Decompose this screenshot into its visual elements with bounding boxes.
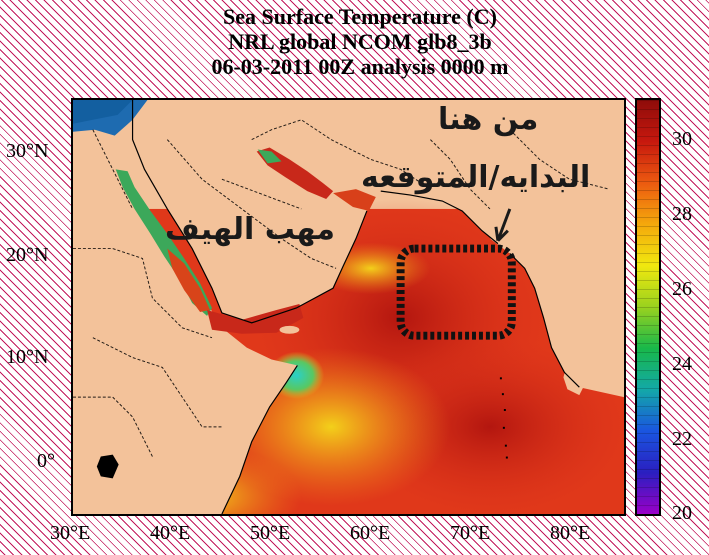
- colorbar-tick: 26: [672, 278, 692, 300]
- title-line-3: 06-03-2011 00Z analysis 0000 m: [211, 54, 509, 79]
- start-label-line1: من هنا: [438, 102, 539, 137]
- country-borders: [73, 119, 610, 457]
- title-line-1: Sea Surface Temperature (C): [223, 4, 497, 29]
- colorbar-tick: 24: [672, 353, 692, 375]
- india-land: [489, 238, 624, 398]
- title-line-2: NRL global NCOM glb8_3b: [228, 29, 492, 54]
- lake-victoria: [96, 454, 119, 479]
- colorbar: [635, 98, 661, 516]
- lon-tick: 30°E: [50, 522, 91, 544]
- coastlines: [131, 100, 580, 514]
- lat-tick: 20°N: [6, 244, 49, 266]
- colorbar-tick: 28: [672, 203, 692, 225]
- start-label-line2: البدايه/المتوقعه: [361, 160, 591, 195]
- sri-lanka-land: [563, 363, 588, 396]
- annotation-box: [396, 244, 516, 340]
- red-sea-south: [167, 248, 211, 312]
- wind-label: مهب الهيف: [165, 212, 335, 247]
- socotra-island: [279, 325, 300, 334]
- lat-tick: 30°N: [6, 140, 49, 162]
- sst-map: مهب الهيف من هنا البدايه/المتوقعه: [71, 98, 626, 516]
- iran-pakistan-land: [243, 100, 624, 244]
- maldives-islands: [499, 377, 508, 459]
- lat-tick: 0°: [37, 450, 55, 472]
- colorbar-tick: 20: [672, 502, 692, 524]
- mediterranean-sea-2: [73, 100, 133, 124]
- lon-tick: 60°E: [350, 522, 391, 544]
- lon-tick: 80°E: [550, 522, 591, 544]
- arabia-land: [132, 100, 367, 323]
- lon-tick: 70°E: [450, 522, 491, 544]
- lat-tick: 10°N: [6, 346, 49, 368]
- annotation-arrow: [494, 208, 512, 242]
- gulf-of-oman: [333, 189, 376, 211]
- gulf-of-aden: [207, 304, 304, 334]
- persian-gulf-head: [257, 149, 282, 164]
- lon-tick: 50°E: [250, 522, 291, 544]
- sst-map-canvas: [73, 100, 624, 514]
- map-title: Sea Surface Temperature (C) NRL global N…: [120, 4, 600, 79]
- africa-land: [73, 100, 298, 514]
- lon-tick: 40°E: [150, 522, 191, 544]
- colorbar-tick: 30: [672, 128, 692, 150]
- colorbar-tick: 22: [672, 428, 692, 450]
